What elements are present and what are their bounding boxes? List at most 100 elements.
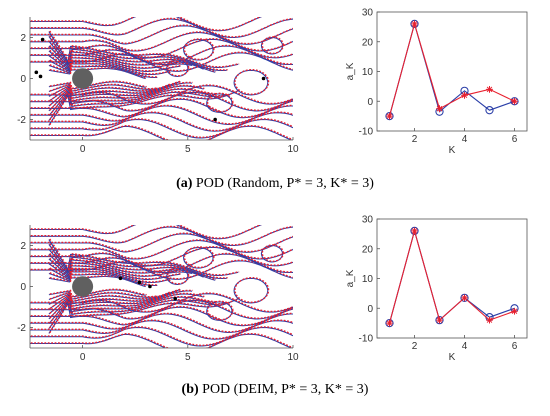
data-point-asterisk — [486, 85, 493, 93]
contour-line-red — [49, 67, 147, 79]
contour-line-red — [206, 92, 234, 113]
x-tick-label: 4 — [462, 134, 468, 145]
contour-line-blue — [206, 93, 233, 113]
contour-line-red — [30, 111, 293, 132]
contour-line-red — [49, 291, 170, 305]
x-tick-label: 10 — [287, 144, 299, 155]
y-tick-label: 0 — [367, 97, 373, 108]
sensor-point — [148, 284, 152, 289]
y-tick-label: 10 — [362, 67, 374, 78]
caption-b-label: (b) — [181, 382, 199, 397]
contour-line-red — [49, 81, 193, 106]
sensor-point — [118, 276, 123, 281]
contour-line-red — [30, 239, 293, 260]
series-line-red — [388, 228, 515, 324]
asterisk-stroke — [386, 113, 393, 119]
asterisk-stroke — [461, 92, 468, 99]
data-point-circle — [410, 19, 419, 29]
y-axis-label: a_K — [345, 62, 356, 80]
contour-line-red — [30, 319, 293, 340]
data-point-asterisk — [386, 112, 393, 120]
y-tick-label: 30 — [362, 215, 374, 226]
contour-line-red — [49, 84, 205, 111]
contour-lines — [30, 17, 293, 140]
contour-line-red — [49, 295, 217, 324]
y-tick-label: -2 — [17, 115, 26, 126]
x-tick-label: 2 — [412, 341, 418, 352]
contour-line-red — [30, 17, 262, 31]
asterisk-stroke — [436, 317, 443, 323]
caption-a: (a) POD (Random, P* = 3, K* = 3) — [0, 176, 550, 192]
contour-line-red — [30, 84, 293, 105]
x-tick-label: 2 — [412, 134, 418, 145]
data-point-asterisk — [436, 316, 443, 324]
contour-line-blue — [30, 118, 293, 139]
y-tick-label: -10 — [359, 334, 374, 345]
x-tick-label: 6 — [512, 134, 518, 145]
contour-line-red — [49, 89, 240, 126]
contour-line-red — [49, 275, 147, 287]
y-tick-label: 0 — [367, 304, 373, 315]
contour-line-red — [206, 300, 234, 321]
data-point-asterisk — [386, 319, 393, 327]
x-tick-label: 0 — [80, 352, 86, 363]
y-tick-label: 20 — [362, 244, 374, 255]
plot-frame — [376, 11, 528, 132]
sensor-point — [173, 297, 177, 301]
x-tick-label: 10 — [287, 352, 299, 363]
contour-line-red — [49, 297, 228, 329]
data-point-asterisk — [511, 307, 518, 315]
contour-line-red — [49, 59, 170, 75]
data-point-asterisk — [511, 97, 518, 105]
asterisk-stroke — [486, 86, 493, 93]
coefficient-plot-b: 2 4 6 30 20 10 0 -10 Ka_K — [345, 215, 528, 363]
asterisk-stroke — [461, 295, 468, 301]
sensor-point — [213, 117, 217, 122]
contour-line-red — [30, 326, 293, 346]
asterisk-stroke — [511, 308, 518, 314]
cylinder — [72, 68, 94, 89]
contour-line-blue — [206, 301, 233, 321]
sensor-point — [34, 70, 39, 75]
plot-frame — [376, 218, 528, 339]
x-axis-label: K — [449, 352, 456, 363]
y-tick-label: 2 — [20, 33, 26, 44]
data-point-circle — [485, 106, 494, 115]
y-tick-label: 20 — [362, 37, 374, 48]
contour-line-red — [49, 82, 159, 92]
data-point-circle — [385, 111, 394, 121]
contour-plot-a: 0 5 10 2 0 -2 — [17, 17, 299, 155]
asterisk-stroke — [436, 105, 443, 112]
y-axis-label: a_K — [345, 269, 356, 287]
data-point-circle — [510, 97, 519, 106]
contour-line-red — [49, 267, 170, 283]
data-point-circle — [435, 315, 444, 325]
x-tick-label: 0 — [80, 144, 86, 155]
coefficient-plot-a: 2 4 6 30 20 10 0 -10 Ka_K — [345, 8, 528, 156]
x-axis-label: K — [449, 145, 456, 156]
x-tick-label: 6 — [512, 341, 518, 352]
contour-line-red — [30, 31, 293, 52]
contour-line-red — [49, 87, 217, 116]
contour-line-red — [49, 83, 170, 97]
contour-line-red — [234, 276, 270, 304]
y-tick-label: 0 — [20, 74, 26, 85]
contour-line-red — [49, 80, 147, 89]
x-tick-label: 5 — [185, 352, 191, 363]
caption-a-text: POD (Random, P* = 3, K* = 3) — [195, 176, 374, 191]
sensor-point — [137, 280, 142, 285]
contour-line-blue — [48, 67, 146, 80]
contour-line-red — [30, 245, 293, 266]
caption-b-text: POD (DEIM, P* = 3, K* = 3) — [202, 382, 369, 397]
contour-line-red — [30, 225, 262, 239]
y-tick-label: 10 — [362, 274, 374, 285]
contour-line-red — [30, 292, 293, 313]
data-point-asterisk — [461, 294, 468, 302]
contour-line-red — [30, 37, 293, 58]
contour-lines — [30, 225, 293, 348]
contour-line-blue — [30, 326, 293, 347]
asterisk-stroke — [511, 98, 518, 105]
asterisk-stroke — [411, 228, 418, 234]
contour-line-blue — [30, 260, 293, 280]
data-point-asterisk — [461, 91, 468, 99]
